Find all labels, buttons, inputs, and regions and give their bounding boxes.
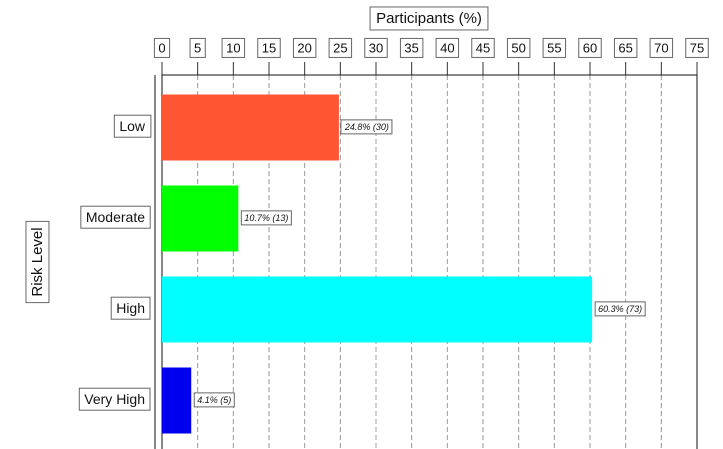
label-box: [328, 37, 353, 58]
label-box: [364, 37, 388, 58]
label-box: [240, 210, 292, 226]
x-tick-label: 40: [440, 40, 454, 55]
label-box: [153, 37, 171, 58]
label-box: [369, 6, 489, 31]
bar: [162, 367, 192, 434]
label-box: [113, 114, 152, 138]
label-box: [257, 37, 281, 58]
label-box: [78, 387, 151, 411]
label-box: [193, 392, 235, 408]
x-tick-label: 75: [690, 40, 704, 55]
label-box: [542, 37, 567, 58]
data-label: 4.1% (5): [197, 395, 231, 405]
label-box: [340, 119, 393, 135]
label-box: [649, 37, 674, 58]
label-box: [578, 37, 602, 58]
x-tick-label: 45: [476, 40, 490, 55]
label-box: [292, 37, 317, 58]
y-tick-label: Moderate: [86, 209, 145, 225]
x-tick-label: 65: [618, 40, 632, 55]
label-box: [685, 37, 709, 58]
x-tick-label: 70: [654, 40, 668, 55]
x-tick-label: 0: [158, 40, 165, 55]
y-tick-label: High: [116, 300, 145, 316]
label-box: [25, 220, 50, 304]
label-box: [221, 37, 246, 58]
label-box: [594, 301, 646, 317]
label-box: [110, 296, 151, 320]
y-axis-title: Risk Level: [29, 227, 46, 296]
x-tick-label: 60: [583, 40, 597, 55]
bar: [162, 185, 239, 252]
bar: [162, 94, 339, 161]
x-tick-label: 50: [511, 40, 525, 55]
x-tick-label: 55: [547, 40, 561, 55]
data-label: 10.7% (13): [244, 213, 288, 223]
data-label: 60.3% (73): [598, 304, 642, 314]
x-tick-label: 30: [369, 40, 383, 55]
x-tick-label: 5: [194, 40, 201, 55]
data-label: 24.8% (30): [344, 122, 389, 132]
bar: [162, 276, 593, 343]
label-box: [613, 37, 638, 58]
label-box: [471, 37, 495, 58]
y-tick-label: Low: [119, 118, 146, 134]
label-box: [506, 37, 531, 58]
label-box: [80, 205, 151, 229]
x-tick-label: 25: [333, 40, 347, 55]
x-axis-title: Participants (%): [376, 10, 482, 27]
x-tick-label: 20: [297, 40, 311, 55]
y-tick-label: Very High: [84, 391, 145, 407]
label-box: [189, 37, 206, 58]
label-box: [435, 37, 460, 58]
x-tick-label: 15: [262, 40, 276, 55]
x-tick-label: 35: [404, 40, 418, 55]
label-box: [399, 37, 424, 58]
x-tick-label: 10: [226, 40, 240, 55]
